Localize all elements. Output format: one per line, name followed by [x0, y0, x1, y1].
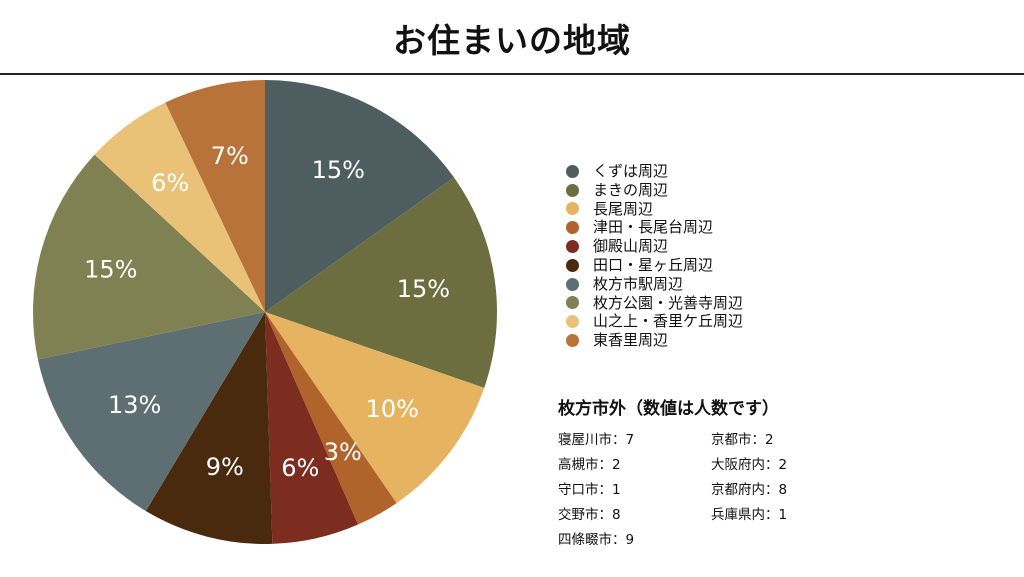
pie-label-4: 3% — [324, 438, 362, 466]
pie-slice-9 — [94, 102, 265, 312]
pie-slice-3 — [265, 312, 485, 504]
pie-label-5: 6% — [281, 454, 319, 482]
pie-slice-5 — [265, 312, 359, 544]
legend-swatch — [566, 202, 579, 216]
legend-item: くずは周辺 — [566, 162, 743, 181]
pie-slice-8 — [33, 154, 266, 360]
legend-swatch — [566, 277, 579, 291]
pie-slice-1 — [265, 80, 454, 312]
legend-item: 東香里周辺 — [566, 331, 743, 350]
outside-city-list-left: 寝屋川市：7 高槻市：2 守口市：1 交野市：8 四條畷市：9 — [558, 431, 634, 556]
pie-chart: 15%15%10%3%6%9%13%15%6%7% — [33, 80, 497, 544]
pie-labels: 15%15%10%3%6%9%13%15%6%7% — [84, 142, 450, 482]
pie-label-10: 7% — [211, 142, 249, 170]
pie-slice-4 — [265, 312, 397, 525]
legend-label: 長尾周辺 — [593, 199, 654, 218]
legend-label: 田口・星ヶ丘周辺 — [593, 255, 714, 274]
legend-swatch — [566, 183, 579, 197]
legend-item: 長尾周辺 — [566, 200, 743, 219]
legend-item: 枚方市駅周辺 — [566, 275, 743, 294]
pie-label-7: 13% — [108, 391, 161, 419]
legend-swatch — [566, 258, 579, 272]
outside-city-item: 高槻市：2 — [558, 457, 621, 473]
legend: くずは周辺 まきの周辺 長尾周辺 津田・長尾台周辺 御殿山周辺 田口・星ヶ丘周辺 枚方市駅周… — [566, 162, 743, 350]
legend-label: 津田・長尾台周辺 — [593, 218, 714, 237]
legend-label: 枚方公園・光善寺周辺 — [593, 293, 744, 312]
legend-item: 枚方公園・光善寺周辺 — [566, 294, 743, 313]
outside-city-item: 京都市：2 — [711, 432, 774, 448]
outside-city-item: 四條畷市：9 — [558, 532, 635, 548]
title-divider — [0, 73, 1024, 75]
pie-label-8: 15% — [84, 255, 137, 283]
pie-label-2: 15% — [397, 275, 450, 303]
legend-label: 山之上・香里ケ丘周辺 — [593, 312, 744, 331]
outside-city-item: 寝屋川市：7 — [558, 432, 635, 448]
pie-slice-2 — [265, 177, 497, 388]
legend-item: まきの周辺 — [566, 181, 743, 200]
legend-item: 津田・長尾台周辺 — [566, 218, 743, 237]
chart-title: お住まいの地域 — [393, 21, 631, 60]
pie-slice-10 — [165, 80, 265, 312]
legend-swatch — [566, 296, 579, 310]
outside-city-item: 大阪府内：2 — [711, 457, 788, 473]
pie-slices — [33, 80, 497, 544]
pie-label-9: 6% — [151, 169, 189, 197]
legend-label: 東香里周辺 — [593, 331, 669, 350]
legend-label: 御殿山周辺 — [593, 237, 669, 256]
pie-slice-7 — [37, 312, 265, 512]
outside-city-item: 交野市：8 — [558, 507, 621, 523]
legend-swatch — [566, 164, 579, 178]
pie-label-1: 15% — [312, 156, 365, 184]
pie-label-6: 9% — [206, 453, 244, 481]
legend-label: まきの周辺 — [593, 180, 669, 199]
pie-slice-6 — [145, 312, 273, 544]
outside-city-title: 枚方市外（数値は人数です） — [558, 399, 779, 419]
pie-label-3: 10% — [366, 395, 419, 423]
legend-label: 枚方市駅周辺 — [593, 274, 684, 293]
legend-swatch — [566, 221, 579, 235]
legend-item: 御殿山周辺 — [566, 237, 743, 256]
outside-city-item: 京都府内：8 — [711, 482, 788, 498]
legend-swatch — [566, 240, 579, 254]
legend-label: くずは周辺 — [593, 162, 669, 180]
outside-city-list-right: 京都市：2 大阪府内：2 京都府内：8 兵庫県内：1 — [711, 431, 787, 531]
legend-swatch — [566, 334, 579, 348]
legend-item: 山之上・香里ケ丘周辺 — [566, 312, 743, 331]
outside-city-item: 守口市：1 — [558, 482, 621, 498]
legend-swatch — [566, 315, 579, 329]
legend-item: 田口・星ヶ丘周辺 — [566, 256, 743, 275]
outside-city-item: 兵庫県内：1 — [711, 507, 788, 523]
